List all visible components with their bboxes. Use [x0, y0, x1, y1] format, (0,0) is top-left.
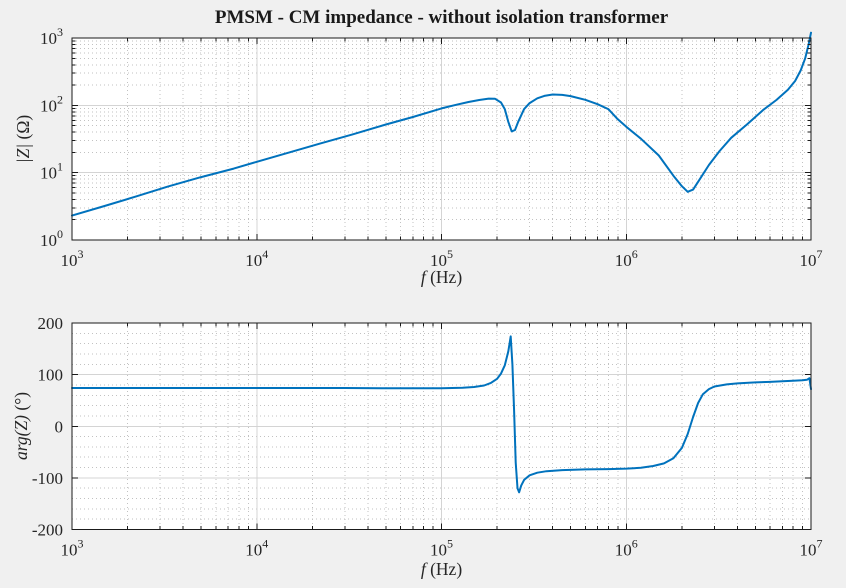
- phase-yaxis-variable: arg(Z): [11, 414, 31, 461]
- figure-title: PMSM - CM impedance - without isolation …: [214, 7, 669, 28]
- magnitude-yaxis-unit: (Ω): [13, 114, 33, 144]
- magnitude-yaxis-label: |Z| (Ω): [11, 49, 35, 229]
- svg-text:103: 103: [61, 537, 84, 560]
- tick-marks: [71, 37, 812, 241]
- svg-text:0: 0: [55, 417, 64, 436]
- phase-xaxis-variable: f: [420, 559, 426, 579]
- phase-xaxis-label: f (Hz): [72, 558, 811, 580]
- phase-plot: 103 104 105 106 107 -200 -100 0 100 200: [32, 314, 823, 560]
- svg-text:107: 107: [800, 537, 823, 560]
- svg-text:200: 200: [38, 314, 64, 333]
- phase-yaxis-label: arg(Z) (°): [9, 336, 33, 516]
- phase-yaxis-unit: (°): [11, 391, 31, 415]
- svg-text:101: 101: [40, 160, 63, 183]
- magnitude-yaxis-variable: |Z|: [13, 143, 33, 164]
- svg-text:-100: -100: [32, 469, 63, 488]
- svg-text:103: 103: [40, 25, 63, 48]
- impedance-magnitude-curve: [71, 31, 812, 217]
- svg-text:105: 105: [430, 537, 453, 560]
- svg-text:100: 100: [40, 227, 63, 250]
- magnitude-xaxis-variable: f: [420, 267, 426, 287]
- tick-marks: [71, 322, 812, 530]
- svg-text:106: 106: [615, 537, 638, 560]
- svg-text:102: 102: [40, 92, 63, 115]
- grid-lines: [72, 323, 811, 530]
- svg-text:-200: -200: [32, 521, 63, 540]
- svg-text:104: 104: [245, 537, 268, 560]
- impedance-phase-curve: [71, 335, 812, 494]
- magnitude-xaxis-unit: (Hz): [425, 267, 463, 287]
- grid-lines: [72, 38, 811, 240]
- phase-xaxis-unit: (Hz): [425, 559, 463, 579]
- svg-text:100: 100: [38, 366, 64, 385]
- magnitude-xaxis-label: f (Hz): [72, 266, 811, 288]
